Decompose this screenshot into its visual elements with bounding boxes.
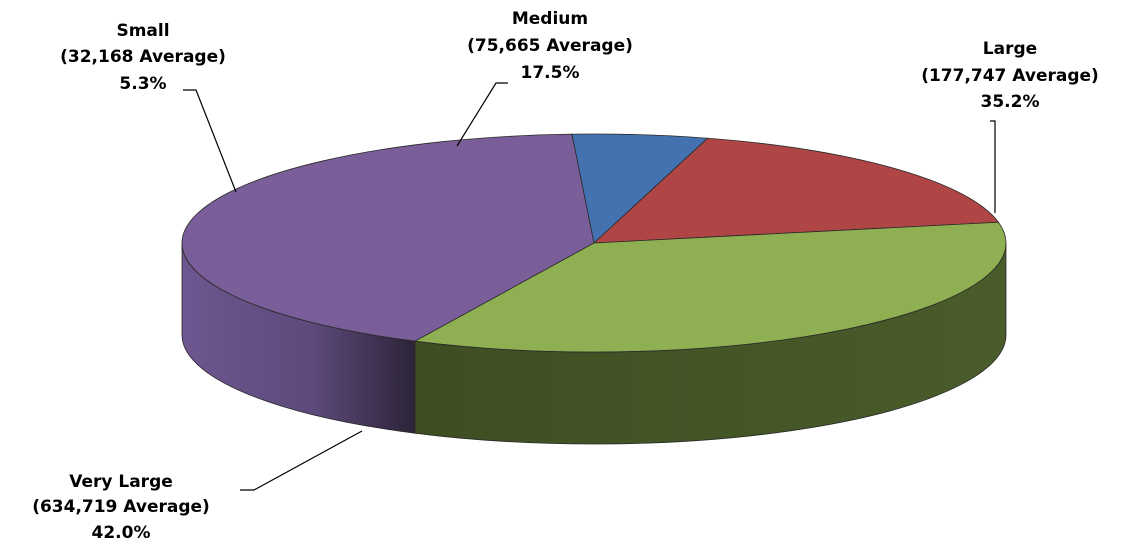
pie-slice-very-large [181, 133, 595, 342]
large-leader-line [990, 120, 996, 213]
medium-label-percent: 17.5% [521, 63, 580, 83]
small-label-average: (32,168 Average) [60, 47, 226, 67]
very-large-label-name: Very Large [69, 472, 173, 492]
small-label: Small (32,168 Average) 5.3% [60, 21, 226, 94]
very-large-label-average: (634,719 Average) [32, 497, 210, 517]
large-label: Large (177,747 Average) 35.2% [921, 39, 1099, 112]
small-label-name: Small [116, 21, 169, 41]
large-label-average: (177,747 Average) [921, 66, 1099, 86]
pie-slice-medium [592, 137, 1000, 244]
very-large-label: Very Large (634,719 Average) 42.0% [32, 472, 210, 542]
small-label-percent: 5.3% [119, 74, 166, 94]
pie-tops [181, 133, 1007, 353]
large-label-name: Large [983, 39, 1037, 59]
medium-label: Medium (75,665 Average) 17.5% [467, 9, 633, 83]
pie-slice-small [571, 133, 709, 244]
pie-slice-large [413, 221, 1007, 353]
medium-label-name: Medium [512, 9, 588, 29]
large-label-percent: 35.2% [981, 92, 1040, 112]
very-large-label-percent: 42.0% [92, 523, 151, 542]
very-large-leader-line [240, 430, 363, 491]
small-leader-line [183, 89, 237, 193]
medium-label-average: (75,665 Average) [467, 36, 633, 56]
medium-leader-line [456, 82, 508, 147]
